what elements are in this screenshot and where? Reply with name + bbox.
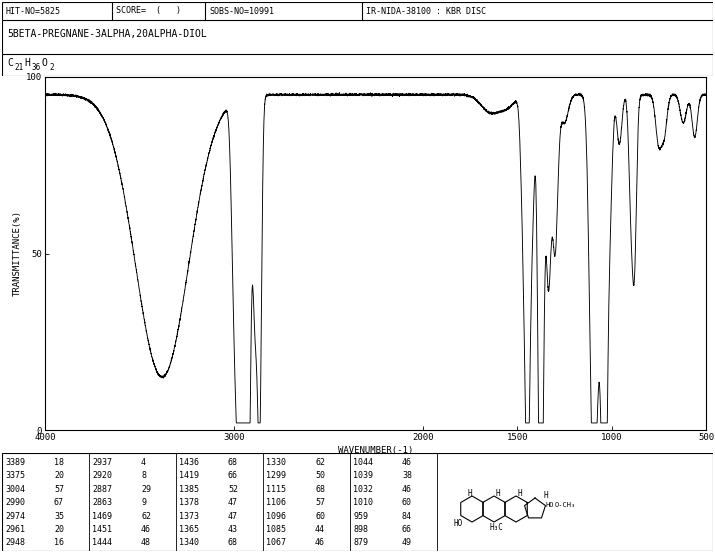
Text: H: H	[543, 491, 548, 499]
Text: 8: 8	[141, 471, 146, 481]
Text: IR-NIDA-38100 : KBR DISC: IR-NIDA-38100 : KBR DISC	[366, 7, 486, 15]
Text: 1436: 1436	[179, 458, 199, 467]
Text: 46: 46	[315, 539, 325, 547]
Text: 1115: 1115	[266, 485, 286, 494]
Text: 1299: 1299	[266, 471, 286, 481]
Text: 2887: 2887	[92, 485, 112, 494]
Text: 2948: 2948	[5, 539, 25, 547]
Text: 3389: 3389	[5, 458, 25, 467]
Text: O: O	[42, 58, 48, 68]
Text: 2974: 2974	[5, 512, 25, 520]
Text: 36: 36	[31, 62, 40, 71]
Text: 62: 62	[315, 458, 325, 467]
Text: SOBS-NO=10991: SOBS-NO=10991	[209, 7, 274, 15]
Text: 68: 68	[315, 485, 325, 494]
Text: H: H	[24, 58, 30, 68]
Text: 16: 16	[54, 539, 64, 547]
Text: 21: 21	[14, 62, 24, 71]
Text: 68: 68	[228, 539, 238, 547]
Text: 2990: 2990	[5, 498, 25, 507]
Text: 84: 84	[402, 512, 412, 520]
Text: 9: 9	[141, 498, 146, 507]
Text: 1032: 1032	[353, 485, 373, 494]
Text: HO: HO	[454, 519, 463, 528]
Text: 67: 67	[54, 498, 64, 507]
Text: H: H	[518, 489, 523, 498]
Text: 3004: 3004	[5, 485, 25, 494]
Text: 1365: 1365	[179, 525, 199, 534]
Text: 1373: 1373	[179, 512, 199, 520]
Text: 2863: 2863	[92, 498, 112, 507]
Text: O-CH₃: O-CH₃	[555, 502, 576, 508]
Text: 66: 66	[402, 525, 412, 534]
Text: 44: 44	[315, 525, 325, 534]
Text: 46: 46	[141, 525, 151, 534]
Text: 47: 47	[228, 498, 238, 507]
Text: H: H	[467, 489, 472, 498]
Text: 2920: 2920	[92, 471, 112, 481]
Text: 50: 50	[315, 471, 325, 481]
Text: 60: 60	[315, 512, 325, 520]
Text: 898: 898	[353, 525, 368, 534]
Text: 1096: 1096	[266, 512, 286, 520]
Text: 29: 29	[141, 485, 151, 494]
Text: 2961: 2961	[5, 525, 25, 534]
Text: 46: 46	[402, 485, 412, 494]
Text: 62: 62	[141, 512, 151, 520]
Text: 47: 47	[228, 512, 238, 520]
Text: 60: 60	[402, 498, 412, 507]
Text: 38: 38	[402, 471, 412, 481]
Text: 1044: 1044	[353, 458, 373, 467]
Text: 5BETA-PREGNANE-3ALPHA,20ALPHA-DIOL: 5BETA-PREGNANE-3ALPHA,20ALPHA-DIOL	[7, 29, 207, 39]
Text: 48: 48	[141, 539, 151, 547]
X-axis label: WAVENUMBER(-1): WAVENUMBER(-1)	[338, 446, 413, 455]
Text: H₃C: H₃C	[490, 524, 504, 533]
Text: 3375: 3375	[5, 471, 25, 481]
Text: 35: 35	[54, 512, 64, 520]
Text: 20: 20	[54, 471, 64, 481]
Text: 879: 879	[353, 539, 368, 547]
Text: 1378: 1378	[179, 498, 199, 507]
Text: 57: 57	[315, 498, 325, 507]
Text: HIT-NO=5825: HIT-NO=5825	[6, 7, 61, 15]
Text: 68: 68	[228, 458, 238, 467]
Text: C: C	[7, 58, 13, 68]
Text: 18: 18	[54, 458, 64, 467]
Text: 1010: 1010	[353, 498, 373, 507]
Text: 49: 49	[402, 539, 412, 547]
Text: 20: 20	[54, 525, 64, 534]
Text: 52: 52	[228, 485, 238, 494]
Text: 1039: 1039	[353, 471, 373, 481]
Text: 1067: 1067	[266, 539, 286, 547]
Text: 4: 4	[141, 458, 146, 467]
Text: 1340: 1340	[179, 539, 199, 547]
Text: 2937: 2937	[92, 458, 112, 467]
Text: HO: HO	[545, 502, 553, 508]
Text: 1330: 1330	[266, 458, 286, 467]
Text: 43: 43	[228, 525, 238, 534]
Text: 57: 57	[54, 485, 64, 494]
Text: 1419: 1419	[179, 471, 199, 481]
Text: 1385: 1385	[179, 485, 199, 494]
Text: 1106: 1106	[266, 498, 286, 507]
Text: H: H	[496, 489, 500, 498]
Text: SCORE=  (   ): SCORE= ( )	[116, 7, 181, 15]
Text: 2: 2	[49, 62, 54, 71]
Text: 1444: 1444	[92, 539, 112, 547]
Text: 1451: 1451	[92, 525, 112, 534]
Text: 46: 46	[402, 458, 412, 467]
Text: 66: 66	[228, 471, 238, 481]
Y-axis label: TRANSMITTANCE(%): TRANSMITTANCE(%)	[13, 211, 22, 296]
Text: 959: 959	[353, 512, 368, 520]
Text: 1085: 1085	[266, 525, 286, 534]
Text: 1469: 1469	[92, 512, 112, 520]
